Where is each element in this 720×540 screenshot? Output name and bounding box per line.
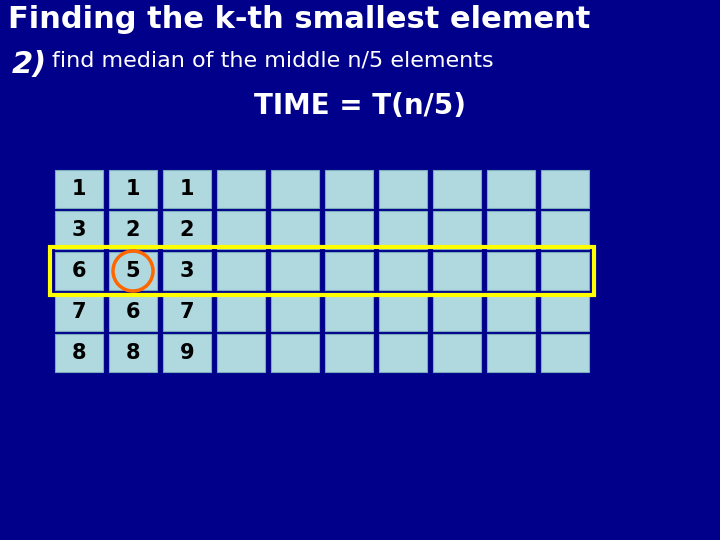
Bar [50,247,594,295]
Bar [541,170,589,208]
Bar [325,334,373,372]
Text: 8: 8 [126,343,140,363]
Bar [325,293,373,331]
Bar [217,334,265,372]
Bar [541,334,589,372]
Bar [433,252,481,290]
Bar [217,252,265,290]
Bar [271,293,319,331]
Text: 1: 1 [126,179,140,199]
Text: 2: 2 [180,220,194,240]
Bar [433,170,481,208]
Bar [163,170,211,208]
Bar [271,252,319,290]
Bar [109,293,157,331]
Bar [217,170,265,208]
Bar [109,334,157,372]
Bar [217,293,265,331]
Bar [325,211,373,249]
Bar [163,293,211,331]
Bar [487,252,535,290]
Text: 5: 5 [126,261,140,281]
Bar [541,293,589,331]
Text: 6: 6 [126,302,140,322]
Bar [325,170,373,208]
Text: 7: 7 [72,302,86,322]
Text: 6: 6 [72,261,86,281]
Text: find median of the middle n/5 elements: find median of the middle n/5 elements [52,50,494,70]
Bar [487,211,535,249]
Text: TIME = T(n/5): TIME = T(n/5) [254,92,466,120]
Bar [379,293,427,331]
Bar [271,170,319,208]
Bar [217,211,265,249]
Bar [487,293,535,331]
Text: Finding the k-th smallest element: Finding the k-th smallest element [8,5,590,34]
Text: 3: 3 [72,220,86,240]
Bar [379,211,427,249]
Bar [433,334,481,372]
Bar [271,334,319,372]
Bar [163,334,211,372]
Bar [541,252,589,290]
Text: 1: 1 [180,179,194,199]
Bar [541,211,589,249]
Text: 8: 8 [72,343,86,363]
Bar [55,211,103,249]
Bar [325,252,373,290]
Bar [379,334,427,372]
Bar [271,211,319,249]
Text: 2: 2 [126,220,140,240]
Bar [487,170,535,208]
Bar [109,211,157,249]
Bar [433,293,481,331]
Text: 1: 1 [72,179,86,199]
Text: 2): 2) [12,50,48,79]
Text: 3: 3 [180,261,194,281]
Bar [55,170,103,208]
Bar [109,170,157,208]
Bar [55,334,103,372]
Bar [163,252,211,290]
Text: 7: 7 [180,302,194,322]
Bar [55,252,103,290]
Bar [379,170,427,208]
Bar [163,211,211,249]
Bar [109,252,157,290]
Text: 9: 9 [180,343,194,363]
Bar [487,334,535,372]
Bar [433,211,481,249]
Bar [379,252,427,290]
Bar [55,293,103,331]
